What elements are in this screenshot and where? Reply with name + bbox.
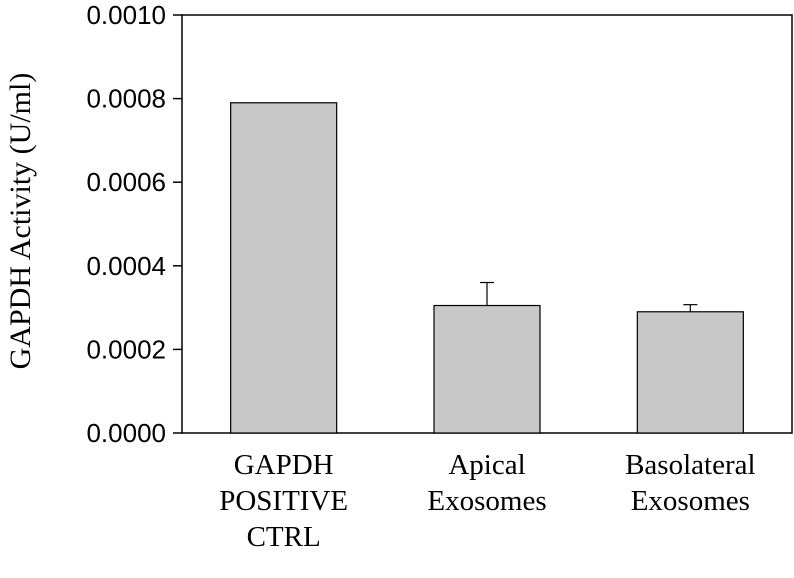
x-category-label: GAPDH [234,449,334,481]
y-tick-label: 0.0008 [86,84,166,114]
y-tick-label: 0.0006 [86,167,166,197]
x-category-label: POSITIVE [219,485,348,517]
bars-group [230,102,744,434]
y-tick-label: 0.0000 [86,418,166,448]
bar [230,102,338,434]
y-tick-label: 0.0004 [86,251,166,281]
y-tick-label: 0.0002 [86,334,166,364]
bar [433,304,541,434]
x-category-label: CTRL [247,521,321,553]
error-bars-group [480,281,698,312]
x-category-label: Exosomes [427,485,546,517]
x-axis-category-labels: GAPDH POSITIVE CTRL Apical Exosomes Basolater… [219,449,755,553]
x-category-label: Exosomes [631,485,750,517]
x-category-label: Apical [448,449,525,481]
y-axis-title: GAPDH Activity (U/ml) [4,73,37,370]
x-category-label: Basolateral [625,449,755,481]
y-tick-label: 0.0010 [86,0,166,30]
bar [636,311,744,434]
y-axis-ticks: 0.0000 0.0002 0.0004 0.0006 0.0008 0.0010 [86,0,182,448]
